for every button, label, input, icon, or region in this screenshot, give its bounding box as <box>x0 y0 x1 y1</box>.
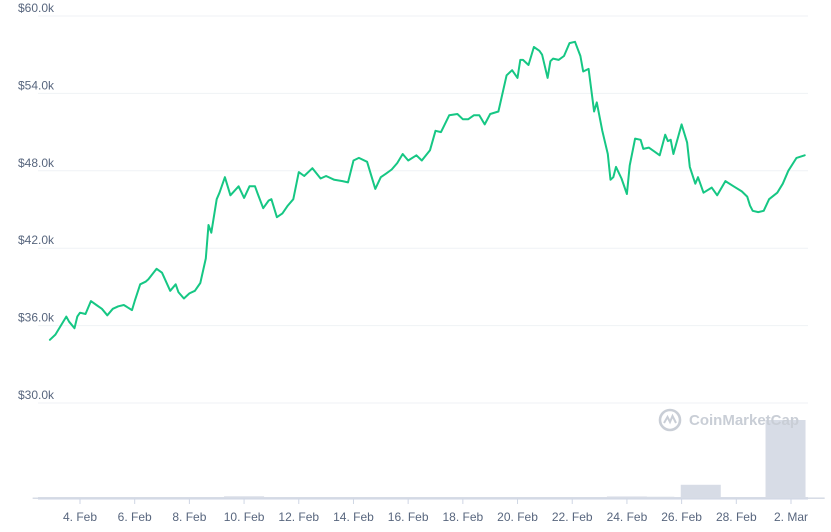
volume-bar <box>388 497 429 499</box>
grid-lines <box>38 15 808 404</box>
volume-bar <box>32 497 73 499</box>
coinmarketcap-logo-icon <box>658 408 682 432</box>
price-series <box>48 40 806 341</box>
x-tick-label: 24. Feb <box>607 510 648 524</box>
volume-bar <box>196 497 237 499</box>
volume-bar <box>278 497 319 499</box>
x-tick-label: 22. Feb <box>552 510 593 524</box>
volume-bar <box>579 497 620 499</box>
x-axis-ticks: 4. Feb 6. Feb 8. Feb 10. Feb 12. Feb 14. Feb 1… <box>63 499 808 524</box>
y-tick-label: $30.0k <box>18 388 55 402</box>
y-tick-label: $36.0k <box>18 311 55 325</box>
y-tick-label: $42.0k <box>18 233 55 247</box>
volume-bar <box>306 497 347 499</box>
x-tick-label: 12. Feb <box>278 510 319 524</box>
volume-bar <box>743 497 784 499</box>
volume-bar <box>784 497 825 499</box>
volume-bar <box>142 497 183 499</box>
volume-bar <box>169 497 210 499</box>
volume-bar <box>415 497 456 499</box>
volume-bar <box>703 493 707 499</box>
volume-bar <box>251 497 292 499</box>
x-tick-label: 28. Feb <box>716 510 757 524</box>
y-tick-label: $60.0k <box>18 1 55 15</box>
volume-bar <box>765 420 806 499</box>
volume-bar <box>333 497 374 499</box>
volume-bar <box>707 497 711 499</box>
x-tick-label: 14. Feb <box>333 510 374 524</box>
volume-bar <box>716 497 757 499</box>
x-tick-label: 26. Feb <box>661 510 702 524</box>
volume-bar <box>524 497 565 499</box>
x-tick-label: 8. Feb <box>172 510 206 524</box>
watermark-text: CoinMarketCap <box>689 412 799 429</box>
volume-bar <box>60 497 100 499</box>
volume-bar <box>87 497 128 499</box>
volume-bar <box>552 497 593 499</box>
volume-bars <box>32 420 825 499</box>
x-tick-label: 20. Feb <box>497 510 538 524</box>
x-tick-label: 10. Feb <box>224 510 265 524</box>
volume-bar <box>470 497 511 499</box>
price-line <box>48 40 806 341</box>
volume-bar <box>224 496 265 499</box>
x-tick-label: 4. Feb <box>63 510 97 524</box>
volume-bar <box>442 497 483 499</box>
volume-bar <box>634 496 675 499</box>
x-tick-label: 16. Feb <box>388 510 429 524</box>
volume-bar <box>680 484 721 499</box>
x-tick-label: 2. Mar <box>774 510 808 524</box>
x-tick-label: 6. Feb <box>118 510 152 524</box>
volume-bar <box>114 497 155 499</box>
watermark: CoinMarketCap <box>658 408 799 432</box>
y-tick-label: $54.0k <box>18 78 55 92</box>
volume-bar <box>360 497 401 499</box>
volume-bar <box>497 497 538 499</box>
y-tick-label: $48.0k <box>18 156 55 170</box>
y-axis-ticks: $30.0k $36.0k $42.0k $48.0k $54.0k $60.0k <box>18 1 55 402</box>
x-tick-label: 18. Feb <box>442 510 483 524</box>
volume-bar <box>606 496 647 499</box>
